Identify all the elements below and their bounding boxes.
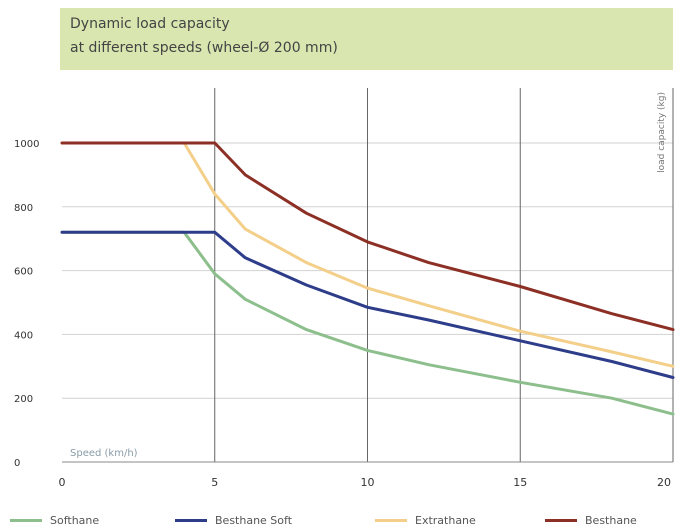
series-line-1 bbox=[60, 230, 675, 379]
legend-item-0: Softhane bbox=[10, 510, 99, 531]
legend-item-3: Besthane bbox=[545, 510, 637, 531]
x-axis-label: Speed (km/h) bbox=[70, 448, 138, 459]
y-tick-label-800: 800 bbox=[14, 203, 33, 214]
y-tick-label-1000: 1000 bbox=[14, 139, 39, 150]
chart-title-line-1: Dynamic load capacity bbox=[70, 16, 230, 32]
legend-item-1: Besthane Soft bbox=[175, 510, 292, 531]
series-line-2 bbox=[60, 141, 675, 368]
chart-title-line-2: at different speeds (wheel-Ø 200 mm) bbox=[70, 40, 338, 56]
legend-item-2: Extrathane bbox=[375, 510, 476, 531]
x-tick-label-20: 20 bbox=[657, 476, 671, 489]
x-tick-label-5: 5 bbox=[211, 476, 218, 489]
legend-swatch-0 bbox=[10, 519, 42, 522]
load-capacity-chart: 0 200 400 600 800 1000 0 5 10 15 20 Speed (km/h) loa… bbox=[14, 88, 675, 489]
legend-label-0: Softhane bbox=[50, 514, 100, 527]
y-axis-label: load capacity (kg) bbox=[657, 92, 667, 173]
legend-swatch-3 bbox=[545, 519, 577, 522]
x-tick-label-15: 15 bbox=[513, 476, 527, 489]
legend-label-1: Besthane Soft bbox=[215, 514, 293, 527]
legend-label-2: Extrathane bbox=[415, 514, 476, 527]
legend-swatch-1 bbox=[175, 519, 207, 522]
y-tick-label-600: 600 bbox=[14, 267, 33, 278]
x-tick-label-10: 10 bbox=[361, 476, 375, 489]
chart-title-box: Dynamic load capacity at different speed… bbox=[60, 8, 673, 70]
y-tick-label-400: 400 bbox=[14, 330, 33, 341]
legend-label-3: Besthane bbox=[585, 514, 637, 527]
legend-swatch-2 bbox=[375, 519, 407, 522]
series-line-3 bbox=[60, 141, 675, 332]
series-line-0 bbox=[60, 230, 675, 416]
y-tick-label-200: 200 bbox=[14, 394, 33, 405]
x-tick-label-0: 0 bbox=[59, 476, 66, 489]
chart-legend: Softhane Besthane Soft Extrathane Besthane bbox=[0, 510, 675, 531]
y-tick-label-0: 0 bbox=[14, 458, 20, 469]
